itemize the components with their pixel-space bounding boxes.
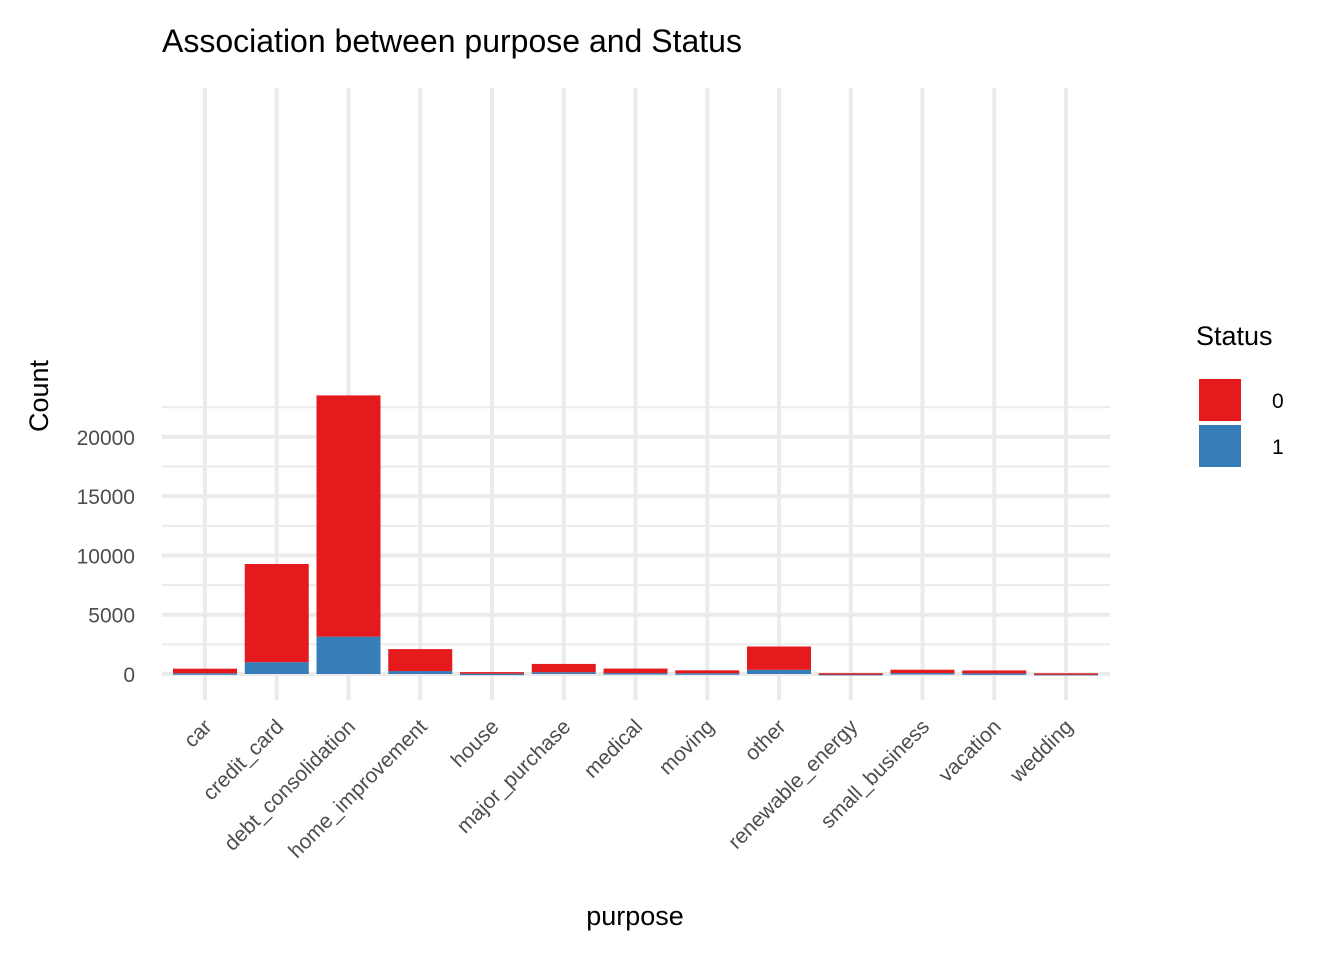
x-tick-label: home_improvement — [284, 715, 432, 863]
legend-label-1: 1 — [1272, 436, 1284, 459]
bar-house-status-1 — [460, 673, 524, 676]
bar-house-status-0 — [460, 672, 524, 674]
x-tick-label: wedding — [1005, 715, 1077, 787]
bar-vacation-status-1 — [962, 673, 1027, 675]
y-tick-label: 10000 — [77, 545, 135, 568]
x-tick-label: car — [180, 715, 217, 752]
x-axis-ticks: carcredit_carddebt_consolidationhome_imp… — [180, 715, 1078, 863]
bar-home_improvement-status-1 — [388, 671, 453, 674]
legend: Status 0 1 — [1196, 321, 1284, 467]
bar-major_purchase-status-1 — [531, 672, 596, 674]
bar-vacation-status-0 — [962, 670, 1027, 674]
chart-title: Association between purpose and Status — [162, 23, 742, 59]
bar-medical-status-1 — [603, 673, 668, 675]
y-tick-label: 15000 — [77, 486, 135, 509]
y-tick-label: 20000 — [77, 427, 135, 450]
legend-title: Status — [1196, 321, 1273, 351]
bar-other-status-0 — [747, 646, 811, 670]
x-tick-label: house — [447, 715, 504, 772]
bar-renewable_energy-status-0 — [818, 673, 883, 675]
x-tick-label: medical — [580, 715, 647, 782]
x-tick-label: debt_consolidation — [220, 715, 360, 855]
legend-label-0: 0 — [1272, 390, 1284, 413]
legend-key-1 — [1199, 425, 1241, 467]
x-tick-label: moving — [655, 715, 719, 779]
y-tick-label: 5000 — [88, 605, 135, 628]
x-tick-label: other — [740, 715, 790, 765]
bar-debt_consolidation-status-0 — [316, 395, 381, 637]
y-axis-ticks: 0 5000 10000 15000 20000 — [77, 427, 135, 687]
bar-wedding-status-0 — [1034, 673, 1098, 675]
bar-small_business-status-0 — [890, 669, 955, 674]
x-axis-title: purpose — [586, 901, 684, 931]
x-tick-label: renewable_energy — [724, 715, 863, 854]
bar-debt_consolidation-status-1 — [316, 636, 381, 674]
bar-credit_card-status-0 — [244, 563, 309, 663]
bar-medical-status-0 — [603, 668, 668, 674]
bar-moving-status-1 — [675, 673, 740, 675]
bar-credit_card-status-1 — [244, 662, 309, 674]
bar-car-status-0 — [173, 668, 237, 674]
x-tick-label: vacation — [934, 715, 1006, 787]
bar-moving-status-0 — [675, 670, 740, 674]
bar-car-status-1 — [173, 673, 237, 675]
bar-major_purchase-status-0 — [531, 663, 596, 673]
bars — [173, 395, 1098, 676]
bar-small_business-status-1 — [890, 673, 955, 675]
legend-key-0 — [1199, 379, 1241, 421]
bar-home_improvement-status-0 — [388, 649, 453, 672]
y-axis-title: Count — [24, 359, 54, 432]
bar-other-status-1 — [747, 669, 811, 674]
y-tick-label: 0 — [123, 664, 135, 687]
